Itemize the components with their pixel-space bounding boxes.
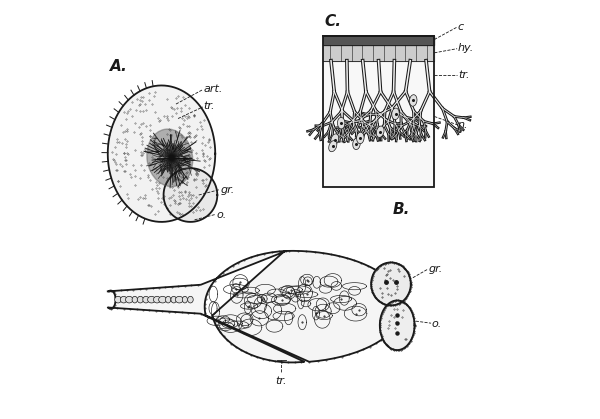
Ellipse shape [356, 132, 364, 144]
Ellipse shape [392, 108, 399, 119]
Text: gr.: gr. [220, 185, 235, 195]
Text: tr.: tr. [458, 70, 469, 80]
Text: hy.: hy. [458, 43, 474, 53]
Text: c: c [458, 22, 464, 32]
Text: n.: n. [458, 120, 469, 130]
Text: gr.: gr. [428, 264, 442, 274]
Ellipse shape [188, 296, 193, 303]
Text: B.: B. [393, 202, 410, 217]
Ellipse shape [329, 141, 337, 152]
Ellipse shape [132, 296, 137, 303]
Text: o.: o. [216, 210, 226, 220]
Ellipse shape [147, 129, 193, 186]
Text: o.: o. [432, 318, 442, 328]
Polygon shape [371, 262, 411, 305]
Text: art.: art. [203, 84, 223, 94]
Ellipse shape [121, 296, 127, 303]
Bar [323, 36, 434, 45]
Ellipse shape [148, 296, 155, 303]
Ellipse shape [182, 296, 187, 303]
Ellipse shape [154, 296, 161, 303]
Ellipse shape [143, 296, 149, 303]
Polygon shape [164, 168, 217, 222]
Ellipse shape [337, 117, 345, 129]
Ellipse shape [171, 296, 176, 303]
Ellipse shape [331, 134, 339, 145]
Ellipse shape [125, 296, 133, 303]
Ellipse shape [353, 138, 360, 150]
Text: C.: C. [325, 13, 342, 28]
Polygon shape [380, 300, 415, 350]
Ellipse shape [166, 296, 171, 303]
Bar [323, 45, 434, 61]
Text: tr.: tr. [203, 101, 215, 111]
Bar [323, 36, 434, 187]
Ellipse shape [376, 126, 384, 137]
Ellipse shape [137, 296, 143, 303]
Text: A.: A. [110, 59, 128, 74]
Text: tr.: tr. [275, 376, 287, 386]
Ellipse shape [409, 95, 417, 106]
Polygon shape [108, 251, 403, 362]
Bar [323, 36, 434, 187]
Ellipse shape [158, 296, 167, 303]
Polygon shape [108, 85, 215, 222]
Ellipse shape [115, 296, 121, 303]
Ellipse shape [175, 296, 183, 303]
